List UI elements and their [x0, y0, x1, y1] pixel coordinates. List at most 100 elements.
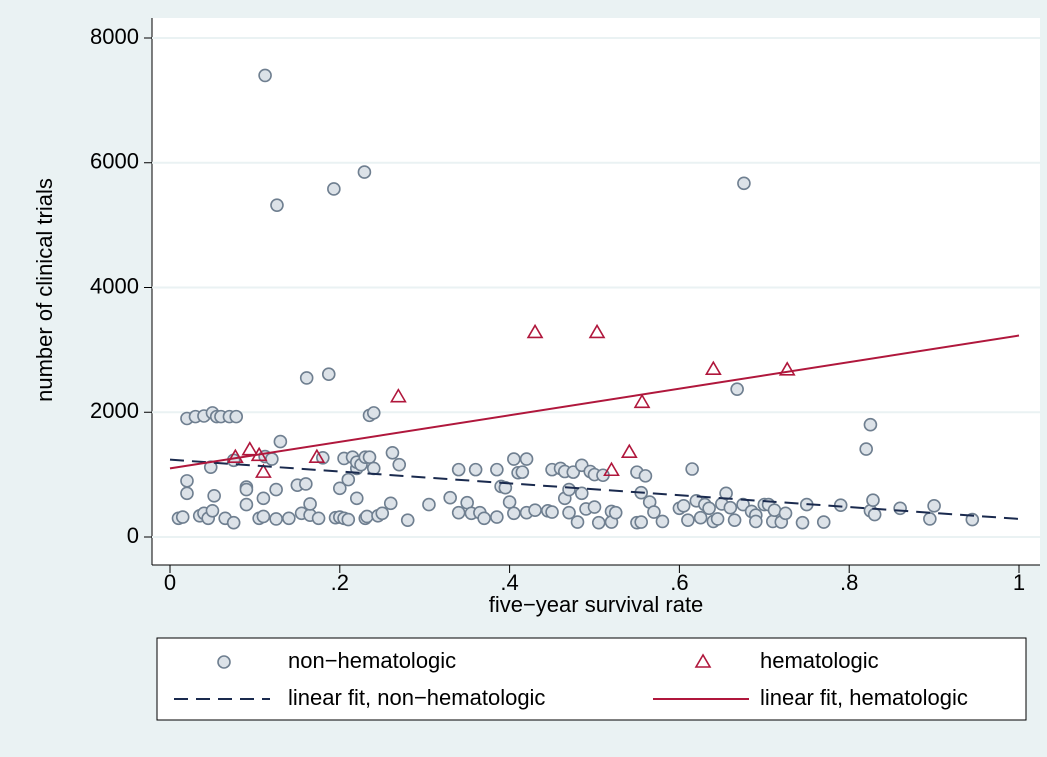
y-tick-label: 6000 [90, 149, 139, 174]
point [562, 505, 576, 520]
x-tick-label: .8 [840, 570, 858, 595]
point [443, 490, 457, 505]
point [588, 323, 606, 339]
point [451, 462, 466, 477]
point [341, 472, 356, 487]
point [392, 457, 407, 472]
legend-key [217, 655, 231, 669]
point [239, 497, 254, 512]
point [923, 512, 937, 526]
legend-label: linear fit, non−hematologic [288, 685, 545, 710]
point [608, 505, 623, 520]
point [795, 515, 810, 530]
point [341, 512, 356, 527]
point [528, 503, 542, 517]
point [273, 434, 288, 449]
point [360, 509, 374, 524]
point [515, 465, 530, 479]
point [816, 515, 831, 529]
point [241, 441, 259, 456]
point [723, 500, 738, 515]
point [507, 452, 521, 466]
point [349, 491, 364, 506]
point [256, 491, 271, 506]
point [633, 393, 651, 409]
point [545, 505, 559, 519]
fit-line [169, 458, 1020, 520]
point [389, 388, 407, 403]
point [226, 448, 244, 463]
point [180, 486, 194, 501]
point [282, 511, 296, 526]
point [693, 510, 708, 525]
point [258, 68, 272, 83]
legend-label: linear fit, hematologic [760, 685, 968, 710]
point [375, 506, 390, 521]
point [867, 507, 882, 522]
point [778, 506, 793, 521]
point [239, 482, 254, 497]
point [620, 443, 638, 458]
point [299, 477, 313, 491]
point [859, 442, 873, 456]
point [357, 165, 372, 179]
point [676, 499, 691, 513]
point [385, 445, 400, 460]
point [468, 462, 483, 477]
point [362, 450, 377, 464]
point [490, 510, 504, 524]
point [507, 506, 521, 521]
point [254, 463, 272, 478]
point [570, 515, 585, 529]
point [965, 512, 980, 527]
x-tick-label: .6 [670, 570, 688, 595]
legend-label: hematologic [760, 648, 879, 673]
x-axis-label: five−year survival rate [489, 592, 704, 617]
point [400, 513, 415, 527]
point [737, 176, 751, 191]
point [498, 480, 513, 495]
legend-label: non−hematologic [288, 648, 456, 673]
point [647, 505, 661, 519]
point [655, 514, 670, 529]
legend-key [694, 653, 712, 668]
point [308, 448, 326, 463]
point [866, 493, 880, 507]
point [256, 509, 271, 524]
point [702, 501, 716, 516]
point [229, 409, 244, 424]
point [332, 481, 347, 496]
point [893, 501, 907, 516]
point [321, 367, 336, 382]
point [269, 512, 283, 526]
point [311, 511, 326, 526]
point [603, 461, 620, 477]
fit-line [169, 334, 1020, 470]
point [749, 514, 763, 529]
point [927, 499, 941, 513]
point [270, 198, 284, 212]
point [269, 482, 283, 497]
point [383, 496, 398, 511]
legend [156, 637, 1027, 721]
y-tick-label: 8000 [90, 24, 139, 49]
point [591, 515, 606, 530]
point [180, 474, 194, 488]
point [685, 462, 699, 476]
point [422, 497, 436, 512]
point [303, 497, 317, 511]
point [205, 504, 220, 518]
point [730, 382, 744, 396]
x-tick-label: 1 [1013, 570, 1025, 595]
point [638, 469, 653, 483]
point [574, 486, 589, 501]
point [778, 361, 796, 376]
point [502, 495, 517, 509]
point [265, 452, 279, 466]
point [477, 511, 491, 526]
point [681, 513, 695, 527]
point [299, 371, 314, 385]
y-axis-label: number of clinical trials [32, 178, 57, 402]
y-tick-label: 4000 [90, 273, 139, 298]
